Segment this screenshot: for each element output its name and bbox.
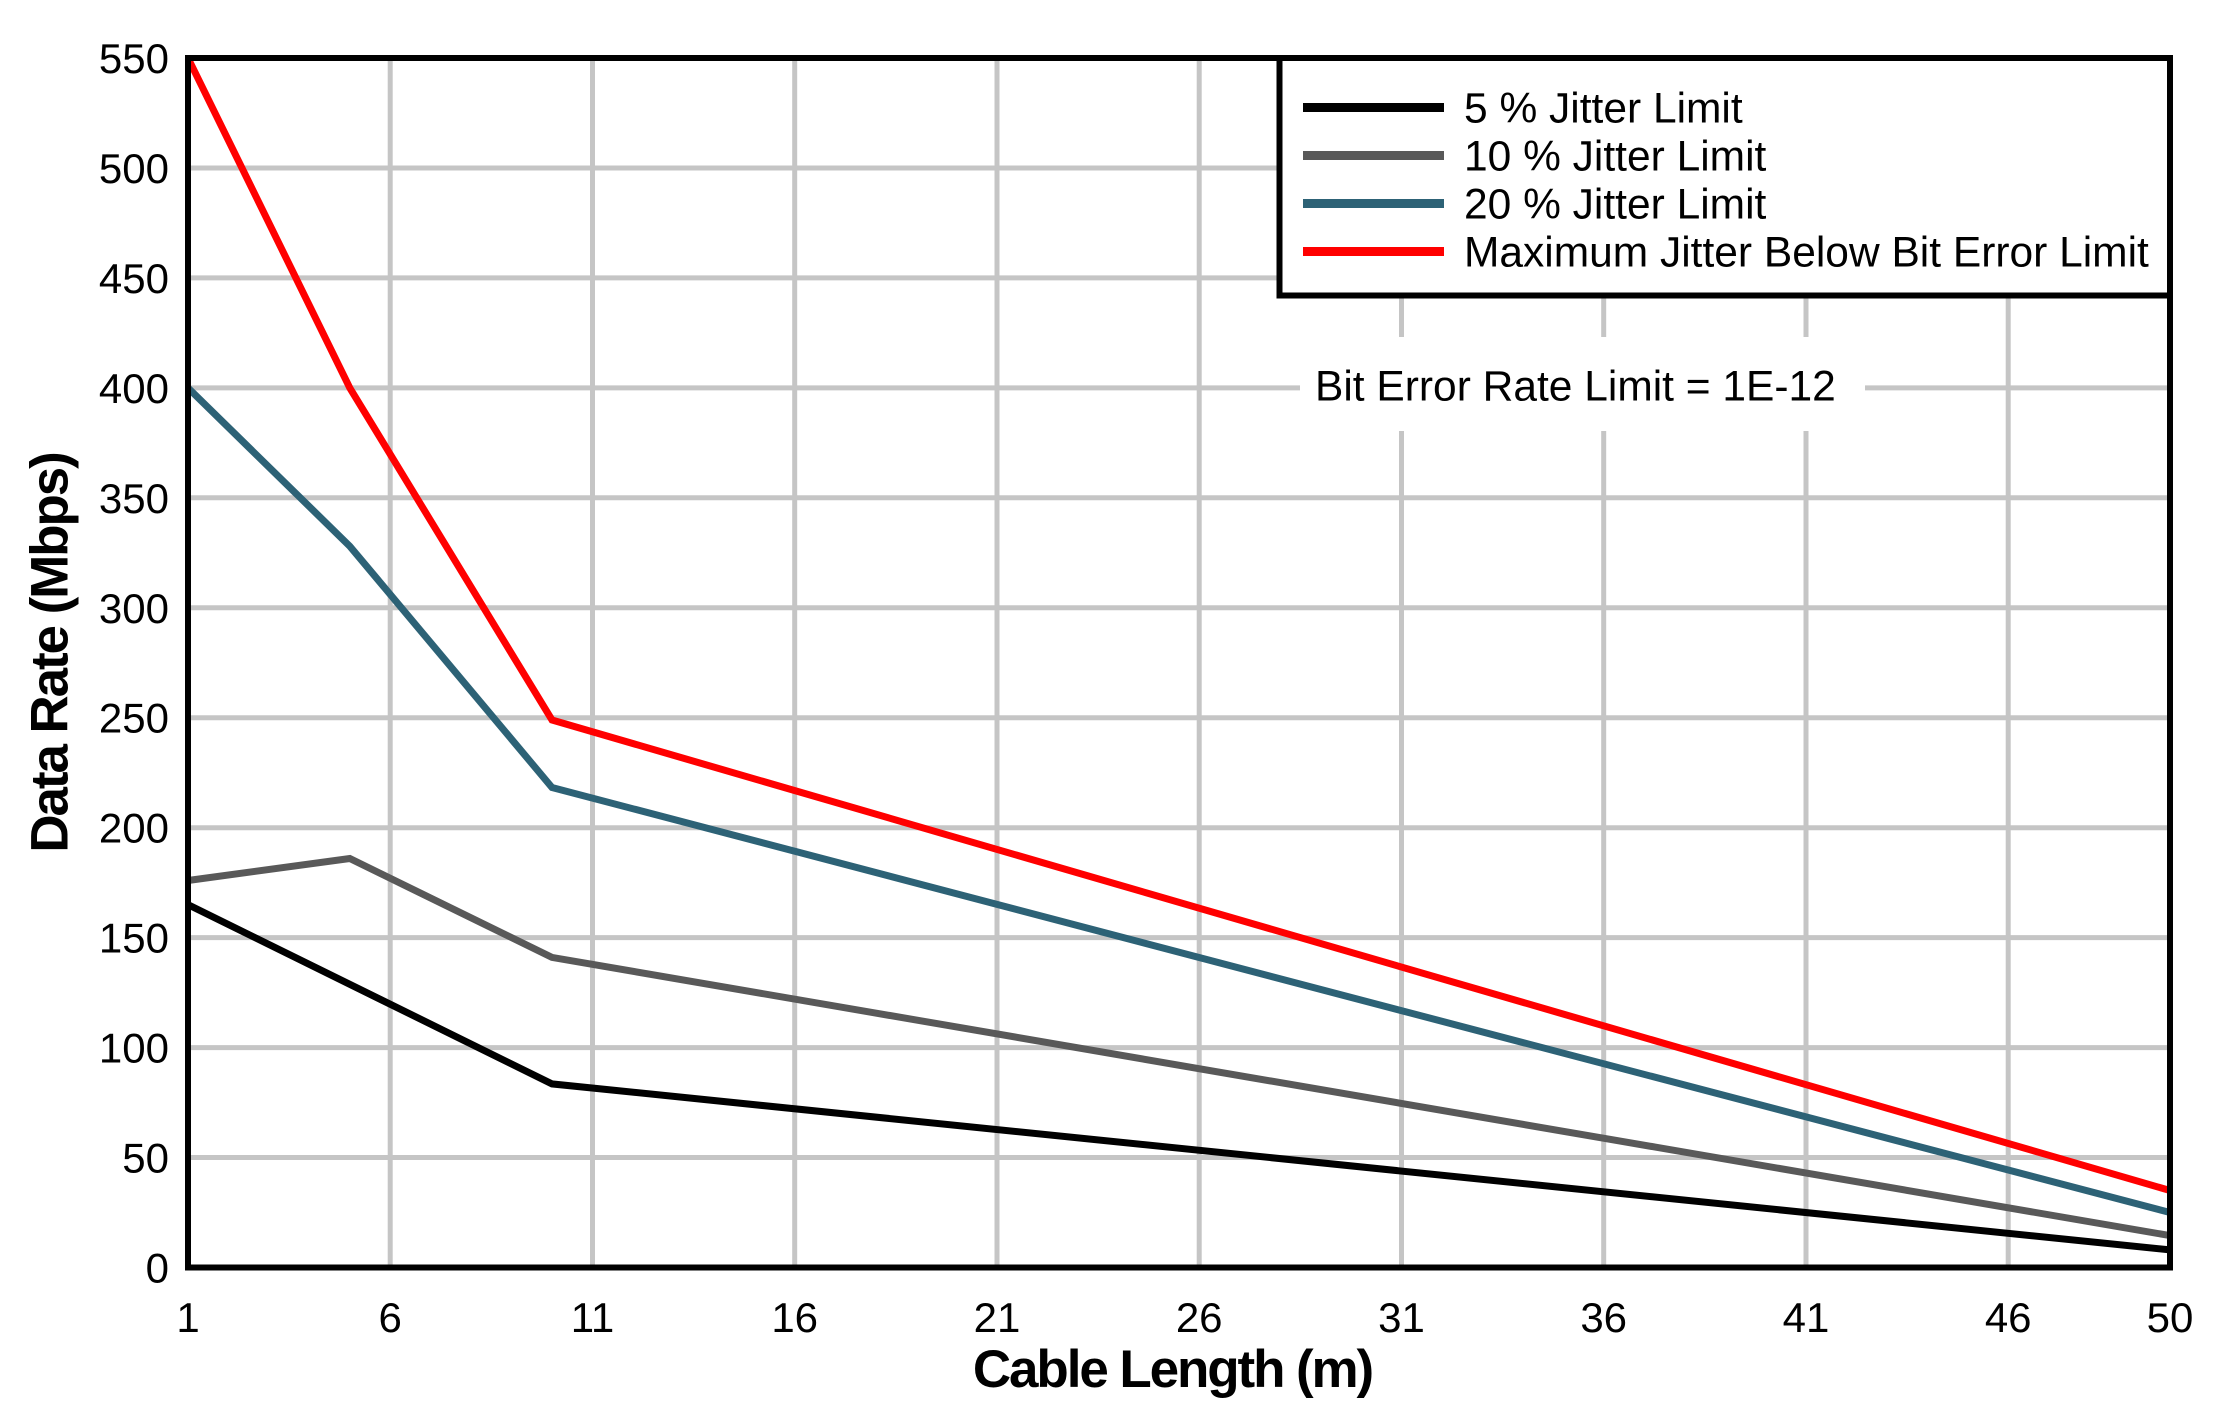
svg-text:0: 0: [146, 1245, 169, 1292]
svg-text:400: 400: [99, 365, 169, 412]
svg-text:350: 350: [99, 475, 169, 522]
svg-text:50: 50: [2147, 1294, 2194, 1341]
svg-text:21: 21: [974, 1294, 1021, 1341]
svg-text:26: 26: [1176, 1294, 1223, 1341]
svg-text:46: 46: [1985, 1294, 2032, 1341]
svg-text:41: 41: [1783, 1294, 1830, 1341]
svg-text:10 % Jitter Limit: 10 % Jitter Limit: [1464, 134, 1767, 181]
svg-text:200: 200: [99, 805, 169, 852]
svg-text:500: 500: [99, 145, 169, 192]
svg-text:Data Rate (Mbps): Data Rate (Mbps): [21, 453, 80, 853]
svg-text:150: 150: [99, 915, 169, 962]
svg-text:31: 31: [1378, 1294, 1425, 1341]
svg-text:5 % Jitter Limit: 5 % Jitter Limit: [1464, 86, 1743, 133]
svg-text:20 % Jitter Limit: 20 % Jitter Limit: [1464, 182, 1767, 229]
svg-text:36: 36: [1580, 1294, 1627, 1341]
svg-text:250: 250: [99, 695, 169, 742]
svg-text:50: 50: [122, 1135, 169, 1182]
svg-text:11: 11: [571, 1294, 615, 1341]
svg-text:550: 550: [99, 35, 169, 82]
svg-text:Bit Error Rate Limit = 1E-12: Bit Error Rate Limit = 1E-12: [1315, 364, 1836, 411]
svg-text:Cable Length (m): Cable Length (m): [973, 1340, 1373, 1399]
svg-text:100: 100: [99, 1025, 169, 1072]
svg-text:Maximum Jitter Below Bit Error: Maximum Jitter Below Bit Error Limit: [1464, 230, 2149, 277]
svg-text:300: 300: [99, 585, 169, 632]
svg-text:6: 6: [379, 1294, 402, 1341]
svg-text:1: 1: [176, 1294, 199, 1341]
svg-text:450: 450: [99, 255, 169, 302]
svg-text:16: 16: [771, 1294, 818, 1341]
